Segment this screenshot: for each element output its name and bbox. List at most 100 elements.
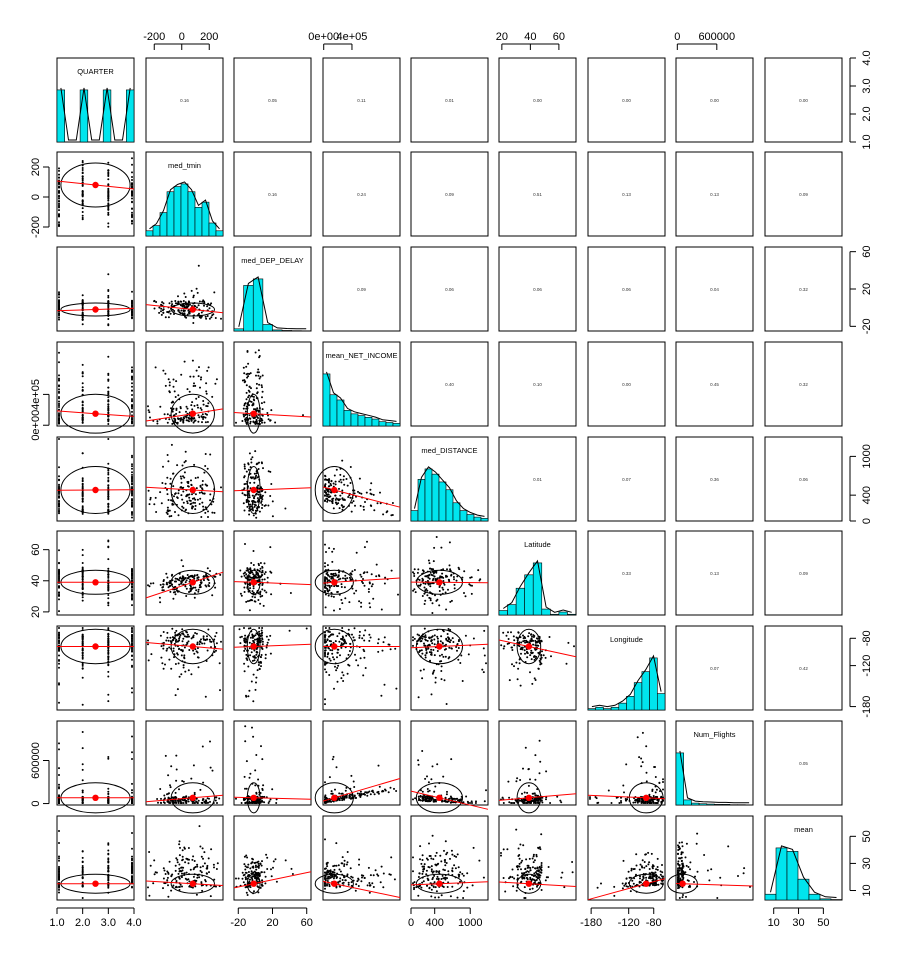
data-point	[256, 497, 259, 500]
data-point	[190, 404, 193, 407]
data-point	[107, 418, 110, 421]
data-point	[206, 467, 209, 470]
data-point	[193, 420, 196, 423]
data-point	[596, 802, 599, 804]
data-point	[349, 496, 352, 499]
data-point	[363, 656, 366, 659]
data-point	[326, 500, 329, 503]
data-point	[131, 405, 133, 408]
data-point	[131, 575, 133, 578]
data-point	[544, 656, 547, 659]
data-point	[164, 372, 167, 375]
data-point	[131, 597, 133, 600]
data-point	[346, 672, 349, 675]
panel-frame	[764, 57, 843, 143]
data-point	[206, 305, 209, 308]
data-point	[249, 568, 252, 571]
data-point	[164, 754, 167, 757]
data-point	[324, 698, 326, 701]
data-point	[107, 558, 110, 561]
data-point	[270, 409, 273, 412]
correlation-ellipse	[170, 628, 216, 665]
data-point	[58, 493, 60, 495]
hist-bar	[272, 329, 283, 332]
data-point	[353, 639, 356, 642]
data-point	[642, 802, 645, 804]
data-point	[255, 374, 257, 377]
data-point	[445, 643, 447, 646]
data-point	[131, 498, 133, 500]
panel-frame	[56, 57, 135, 143]
data-point	[218, 662, 221, 665]
data-point	[160, 502, 163, 505]
panel-frame	[764, 720, 843, 806]
data-point	[347, 653, 350, 656]
data-point	[245, 653, 248, 656]
data-point	[531, 635, 533, 638]
data-point	[193, 382, 195, 385]
data-point	[507, 638, 510, 640]
data-point	[173, 414, 176, 417]
data-point	[246, 659, 249, 661]
data-point	[459, 662, 462, 664]
panel-Longitude-QUARTER	[56, 625, 135, 711]
data-point	[332, 595, 335, 598]
data-point	[256, 579, 259, 582]
data-point	[197, 414, 200, 417]
data-point	[81, 184, 84, 187]
data-point	[107, 787, 110, 790]
data-point	[434, 785, 437, 788]
data-point	[107, 207, 110, 209]
panel-med_DEP_DELAY-QUARTER	[56, 246, 135, 332]
data-point	[242, 366, 245, 369]
data-point	[190, 289, 193, 292]
data-point	[341, 637, 344, 640]
data-point	[427, 559, 430, 562]
panel-Latitude-med_DEP_DELAY	[233, 530, 312, 616]
data-point	[131, 665, 133, 668]
data-point	[192, 316, 195, 319]
data-point	[107, 312, 110, 315]
data-point	[160, 802, 163, 804]
data-point	[353, 492, 356, 495]
data-point	[426, 594, 429, 597]
panel-frame	[587, 151, 666, 237]
data-point	[252, 398, 255, 401]
data-point	[131, 316, 133, 319]
data-point	[342, 577, 344, 580]
data-point	[191, 507, 194, 510]
data-point	[204, 506, 207, 509]
data-point	[337, 664, 340, 667]
data-point	[214, 575, 217, 578]
data-point	[185, 405, 188, 408]
data-point	[107, 296, 110, 299]
data-point	[169, 784, 171, 787]
data-point	[508, 801, 511, 804]
data-point	[518, 662, 521, 665]
data-point	[204, 416, 207, 419]
data-point	[421, 652, 424, 655]
data-point	[470, 592, 473, 595]
data-point	[107, 870, 110, 873]
data-point	[325, 640, 328, 643]
variable-name: Longitude	[610, 635, 643, 644]
data-point	[166, 636, 169, 639]
data-point	[131, 634, 133, 637]
data-point	[338, 792, 341, 795]
data-point	[58, 654, 60, 657]
data-point	[536, 802, 539, 804]
data-point	[249, 400, 252, 403]
data-point	[261, 588, 264, 591]
data-point	[327, 646, 330, 649]
data-point	[329, 649, 332, 652]
data-point	[485, 789, 487, 792]
data-point	[373, 509, 376, 512]
data-point	[517, 631, 520, 634]
data-point	[182, 666, 185, 669]
data-point	[180, 802, 183, 804]
data-point	[258, 632, 261, 635]
data-point	[652, 795, 655, 797]
data-point	[432, 572, 435, 575]
data-point	[81, 497, 84, 500]
panel-frame	[56, 246, 135, 332]
